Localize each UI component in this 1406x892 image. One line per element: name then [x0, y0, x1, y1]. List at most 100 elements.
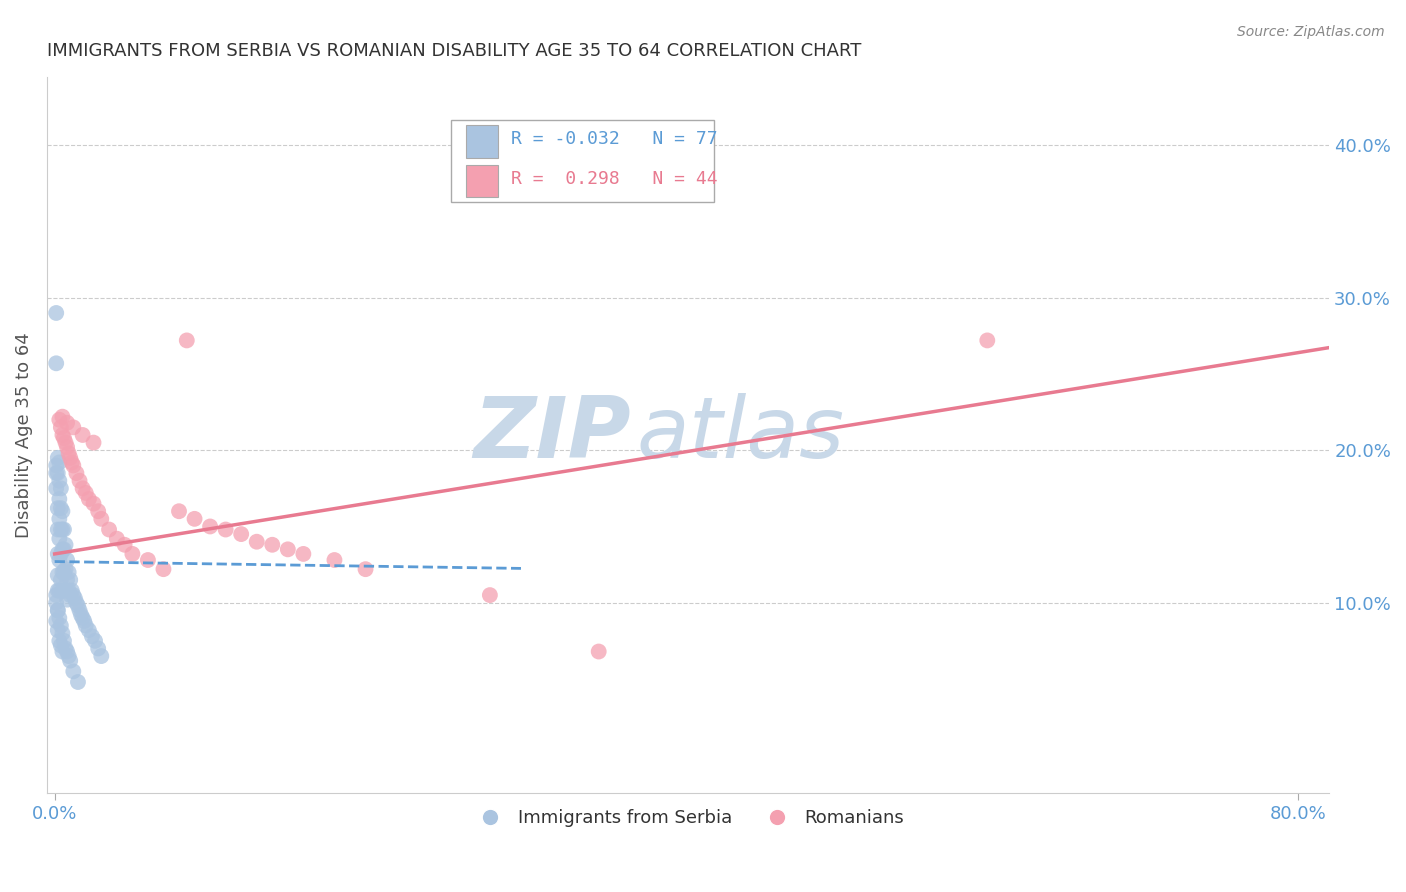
Text: R = -0.032   N = 77: R = -0.032 N = 77: [512, 130, 717, 148]
Point: [63, 591, 86, 606]
Point: [53, 431, 76, 445]
Point: [56, 644, 79, 658]
Point: [65, 596, 87, 610]
Point: [70, 607, 93, 622]
Point: [49, 639, 72, 653]
Point: [49, 573, 72, 587]
Point: [83, 435, 105, 450]
Point: [46, 583, 69, 598]
Point: [60, 455, 83, 469]
Point: [72, 428, 94, 442]
Point: [87, 504, 110, 518]
Point: [59, 654, 82, 668]
Point: [231, 527, 253, 541]
Point: [75, 486, 97, 500]
Point: [48, 611, 70, 625]
Point: [114, 538, 136, 552]
Point: [45, 481, 67, 495]
Point: [53, 542, 76, 557]
Point: [53, 523, 76, 537]
Point: [51, 428, 73, 442]
Point: [292, 547, 315, 561]
Point: [56, 440, 79, 454]
Point: [48, 553, 70, 567]
Point: [45, 458, 67, 473]
Point: [59, 450, 82, 465]
Point: [53, 583, 76, 598]
Point: [62, 420, 84, 434]
Point: [55, 538, 77, 552]
Point: [53, 633, 76, 648]
Point: [49, 618, 72, 632]
Point: [51, 626, 73, 640]
Point: [45, 306, 67, 320]
Point: [167, 504, 190, 518]
Point: [60, 583, 83, 598]
Point: [69, 603, 91, 617]
Point: [478, 588, 501, 602]
Legend: Immigrants from Serbia, Romanians: Immigrants from Serbia, Romanians: [465, 802, 911, 835]
Point: [48, 455, 70, 469]
Point: [66, 599, 89, 613]
Point: [73, 614, 96, 628]
Point: [46, 523, 69, 537]
FancyBboxPatch shape: [451, 120, 714, 202]
Point: [46, 568, 69, 582]
Point: [72, 481, 94, 495]
Point: [58, 649, 80, 664]
Point: [152, 562, 174, 576]
Point: [83, 497, 105, 511]
Point: [48, 583, 70, 598]
Point: [80, 629, 103, 643]
Point: [84, 633, 107, 648]
Point: [72, 611, 94, 625]
Point: [55, 562, 77, 576]
Point: [62, 458, 84, 473]
Point: [75, 618, 97, 632]
Point: [48, 532, 70, 546]
Point: [56, 592, 79, 607]
Point: [176, 334, 198, 348]
Point: [59, 573, 82, 587]
Point: [59, 588, 82, 602]
Point: [46, 623, 69, 637]
Point: [53, 566, 76, 580]
Point: [51, 583, 73, 598]
Point: [105, 532, 128, 546]
Point: [51, 504, 73, 518]
Point: [136, 553, 159, 567]
Point: [45, 596, 67, 610]
Point: [77, 623, 100, 637]
Point: [46, 603, 69, 617]
Text: atlas: atlas: [637, 393, 845, 476]
Point: [588, 644, 610, 658]
Point: [49, 547, 72, 561]
Point: [69, 474, 91, 488]
Point: [51, 523, 73, 537]
Point: [98, 523, 121, 537]
Point: [45, 614, 67, 628]
Point: [277, 542, 299, 557]
Point: [56, 553, 79, 567]
Point: [49, 420, 72, 434]
Point: [51, 644, 73, 658]
Point: [48, 512, 70, 526]
Point: [246, 534, 269, 549]
Point: [46, 450, 69, 465]
Point: [214, 523, 236, 537]
Point: [46, 466, 69, 480]
Point: [121, 547, 143, 561]
Point: [58, 566, 80, 580]
Point: [354, 562, 377, 576]
Point: [46, 603, 69, 617]
Point: [58, 583, 80, 598]
Point: [48, 413, 70, 427]
Point: [48, 474, 70, 488]
Point: [62, 665, 84, 679]
Point: [976, 334, 998, 348]
Point: [48, 633, 70, 648]
FancyBboxPatch shape: [467, 125, 498, 158]
Point: [56, 573, 79, 587]
Point: [51, 542, 73, 557]
Point: [183, 512, 205, 526]
